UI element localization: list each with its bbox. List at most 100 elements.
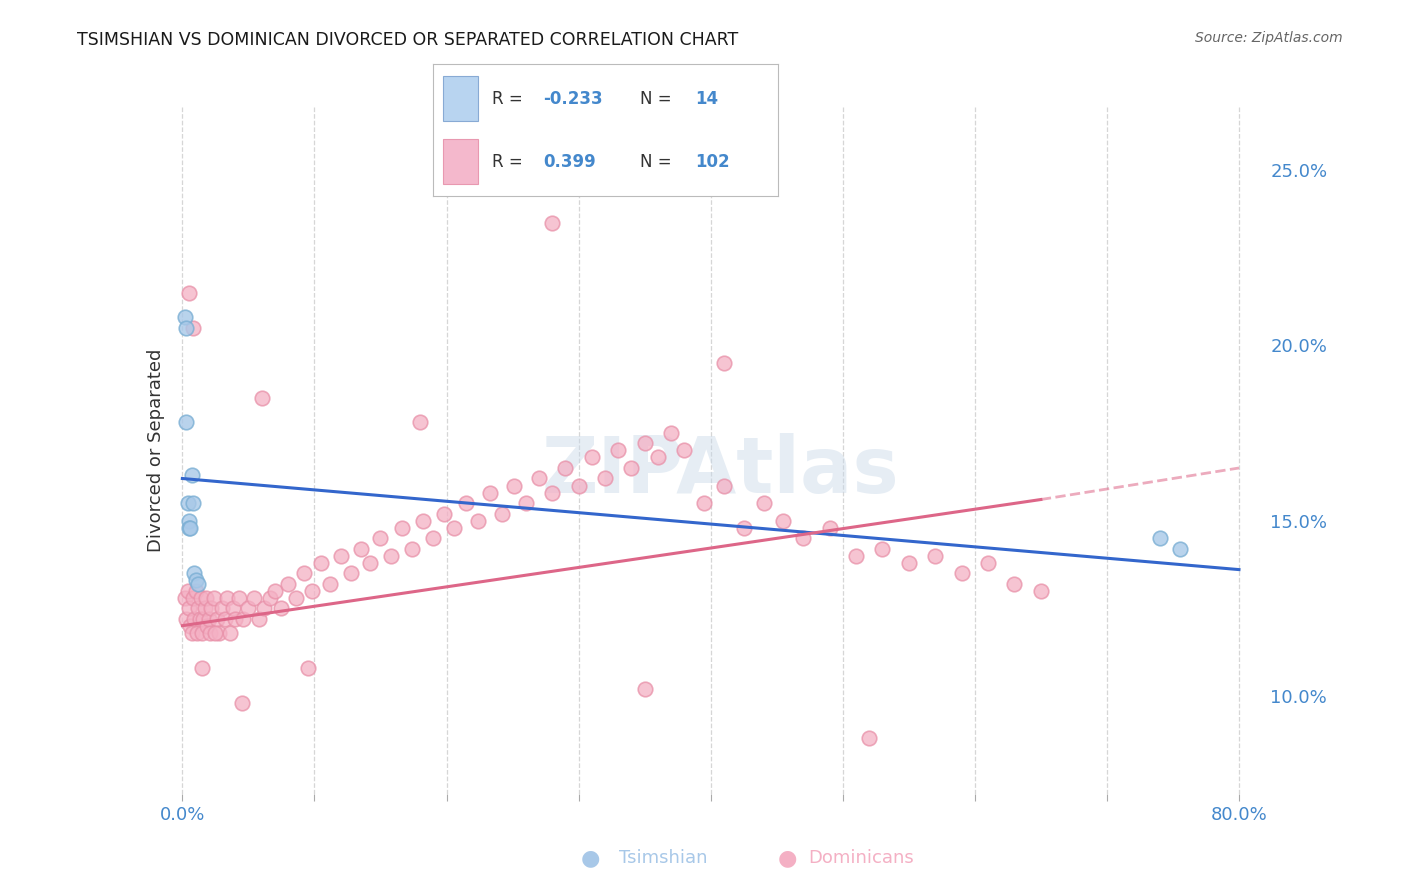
Point [633,681,655,696]
Text: ●: ● [778,848,797,868]
Point [186,625,208,640]
Point [713,478,735,492]
Text: 14: 14 [695,89,718,108]
Point [467,514,489,528]
Point [297,661,319,675]
Point [292,566,315,580]
Point [228,591,250,605]
Point [772,514,794,528]
Point [238,601,260,615]
Point [180,625,202,640]
Point [319,576,342,591]
Point [647,450,669,465]
Point [183,612,205,626]
Point [232,612,254,626]
Point [818,520,841,534]
Point [211,601,233,615]
Y-axis label: Divorced or Separated: Divorced or Separated [146,349,165,552]
Point [197,618,219,632]
Point [277,576,299,591]
Text: Tsimshian: Tsimshian [619,849,707,867]
Point [214,612,236,626]
Text: 102: 102 [695,153,730,171]
Point [231,696,253,710]
Point [607,443,630,458]
Point [409,416,432,430]
Point [191,661,214,675]
Point [180,467,202,482]
Point [205,612,228,626]
Point [202,591,225,605]
Point [194,601,217,615]
Text: 0.399: 0.399 [543,153,596,171]
Point [673,443,696,458]
Point [309,556,332,570]
Point [179,520,201,534]
Point [187,576,209,591]
Point [259,591,281,605]
Point [183,566,205,580]
Point [200,601,222,615]
Point [872,541,894,556]
Text: R =: R = [492,89,523,108]
Point [456,496,478,510]
Point [176,496,198,510]
Point [179,618,201,632]
Point [340,566,363,580]
Point [184,573,207,587]
Point [187,601,209,615]
Point [177,520,200,534]
Point [401,541,423,556]
Point [188,612,211,626]
Point [174,310,197,325]
Point [181,321,204,335]
Point [263,583,285,598]
Text: N =: N = [640,153,671,171]
Point [1029,583,1052,598]
Point [242,591,264,605]
Point [924,549,946,563]
Text: N =: N = [640,89,671,108]
Point [359,556,381,570]
Point [1004,576,1026,591]
Point [176,416,198,430]
Point [422,531,444,545]
Point [659,425,682,440]
Text: ZIPAtlas: ZIPAtlas [541,433,900,509]
Point [581,450,603,465]
Point [1149,531,1171,545]
Point [208,625,231,640]
Point [174,591,197,605]
Point [204,625,226,640]
Bar [443,139,478,185]
Point [176,612,198,626]
Point [527,471,550,485]
Bar [443,76,478,121]
Point [713,356,735,370]
Point [502,478,524,492]
Point [479,485,502,500]
Point [224,612,246,626]
Point [950,566,973,580]
Point [858,731,880,745]
Point [541,485,564,500]
Point [370,531,392,545]
Point [515,496,537,510]
Point [181,591,204,605]
Point [195,591,218,605]
Point [433,507,456,521]
Text: Dominicans: Dominicans [808,849,914,867]
Point [845,549,868,563]
Point [247,612,270,626]
Point [541,216,564,230]
Point [443,520,465,534]
Point [593,471,616,485]
Point [219,625,242,640]
Point [177,514,200,528]
Point [176,583,198,598]
Point [897,556,920,570]
Point [792,531,814,545]
Point [693,496,716,510]
Point [733,520,755,534]
Point [620,461,643,475]
